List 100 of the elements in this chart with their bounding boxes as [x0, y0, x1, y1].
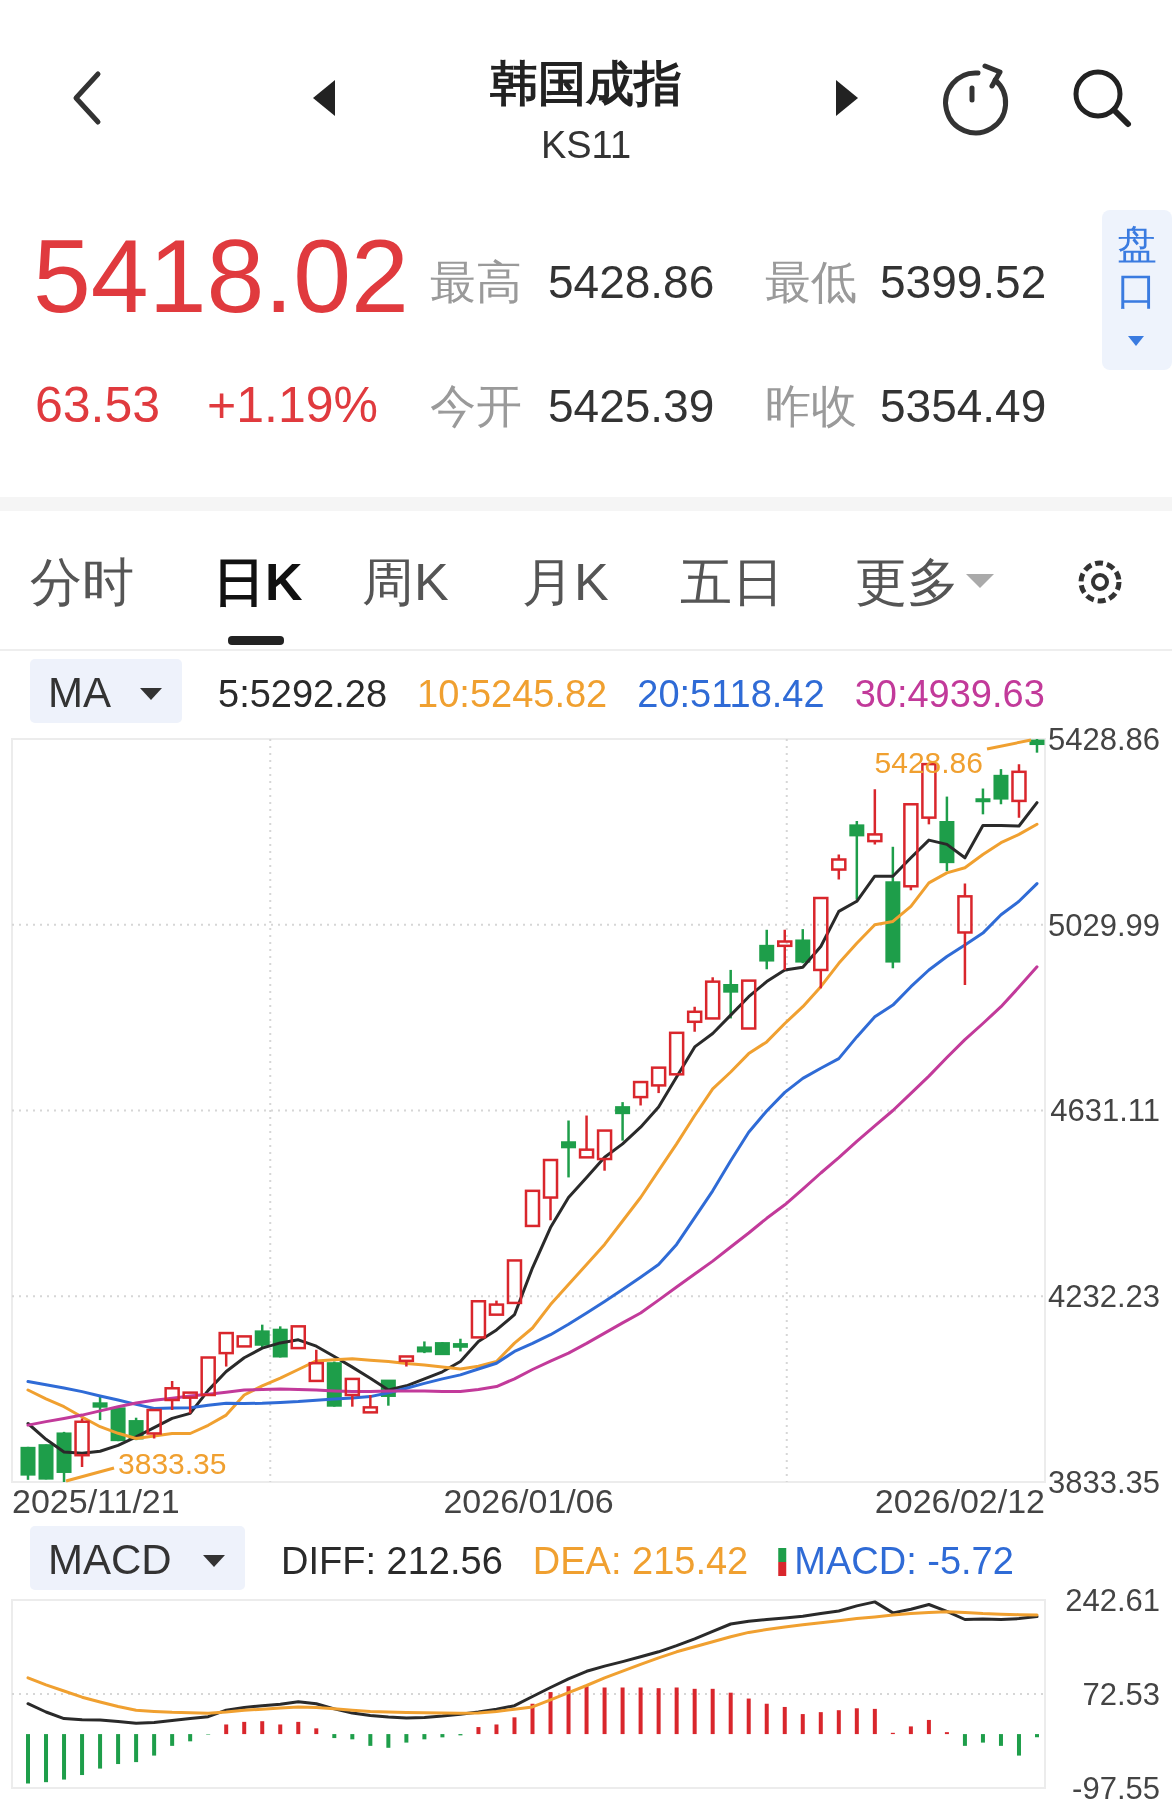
text: 五日: [680, 553, 784, 611]
text: 最低: [765, 256, 857, 308]
text: 2026/02/12: [874, 1482, 1045, 1520]
candlestick: [650, 1066, 667, 1095]
legend-label: MACD: -5.72: [794, 1540, 1014, 1582]
text: 63.53: [35, 377, 161, 433]
bar: [260, 1721, 265, 1735]
line-series: [26, 965, 1039, 1427]
bar: [224, 1724, 229, 1735]
text: KS11: [540, 124, 632, 166]
text: 5418.02: [33, 218, 409, 334]
candlestick: [398, 1355, 415, 1368]
candlestick: [92, 1395, 108, 1422]
candlestick: [795, 927, 811, 965]
text: 2025/11/21: [12, 1482, 180, 1520]
bar: [692, 1688, 697, 1735]
bar: [296, 1721, 301, 1735]
legend-title: MA: [48, 669, 111, 716]
candlestick: [686, 1005, 703, 1034]
bar: [926, 1719, 931, 1735]
bar: [44, 1734, 49, 1783]
y-tick-label: 242.61: [1065, 1583, 1160, 1618]
candlestick: [236, 1335, 252, 1348]
text: 盘口: [1117, 222, 1157, 312]
bar: [368, 1734, 373, 1746]
bar: [440, 1734, 445, 1738]
bar: [278, 1724, 283, 1735]
candlestick: [506, 1259, 523, 1305]
bar: [980, 1734, 985, 1743]
bar: [854, 1708, 859, 1735]
bar: [494, 1724, 499, 1735]
candlestick: [849, 819, 865, 901]
bar: [710, 1688, 715, 1735]
bar: [170, 1734, 175, 1746]
bar: [116, 1734, 121, 1765]
text: 5399.52: [880, 256, 1047, 308]
candlestick: [723, 968, 739, 1020]
bar: [80, 1734, 85, 1776]
candlestick: [561, 1119, 577, 1179]
candlestick: [975, 787, 991, 816]
bar: [782, 1706, 787, 1735]
bar: [512, 1717, 517, 1735]
y-tick-label: 5029.99: [1047, 907, 1160, 943]
candlestick: [344, 1377, 361, 1408]
bar: [836, 1710, 841, 1735]
bar: [674, 1687, 679, 1735]
bar: [764, 1703, 769, 1735]
candlestick: [200, 1356, 216, 1397]
text: 最高: [430, 256, 522, 308]
bar: [908, 1726, 913, 1735]
bar: [548, 1692, 553, 1735]
candlestick: [759, 928, 775, 971]
text: 月K: [522, 553, 609, 611]
candlestick: [578, 1114, 595, 1159]
text: 周K: [362, 553, 449, 611]
candlestick: [254, 1323, 270, 1350]
text: 2026/01/06: [443, 1482, 614, 1520]
bar: [962, 1734, 967, 1746]
bar: [656, 1688, 661, 1735]
y-tick-label: -97.55: [1072, 1771, 1160, 1804]
bar: [26, 1734, 30, 1784]
text: 日K: [213, 553, 303, 611]
candlestick: [957, 882, 973, 987]
bar: [62, 1734, 67, 1780]
y-tick-label: 3833.35: [1047, 1465, 1160, 1500]
candlestick: [632, 1080, 649, 1107]
bar: [818, 1712, 823, 1735]
bar: [746, 1698, 751, 1735]
bar: [1035, 1734, 1039, 1738]
text: 5428.86: [548, 256, 715, 308]
text: 今开: [430, 380, 522, 432]
bar: [422, 1734, 427, 1740]
text: 5354.49: [880, 380, 1047, 432]
bar: [188, 1734, 193, 1742]
candlestick: [813, 896, 829, 990]
y-tick-label: 4631.11: [1050, 1093, 1160, 1129]
bar: [602, 1687, 607, 1735]
y-tick-label: 72.53: [1082, 1677, 1160, 1712]
bar: [566, 1686, 571, 1735]
text: 20:5118.42: [637, 673, 825, 715]
text: 5425.39: [548, 380, 715, 432]
legend-title: MACD: [48, 1536, 172, 1583]
line-series: [26, 1600, 1039, 1725]
candlestick: [542, 1158, 559, 1222]
bar: [872, 1708, 877, 1735]
candlestick: [668, 1031, 685, 1076]
legend-label: DIFF: 212.56: [281, 1540, 503, 1582]
y-tick-label: 5428.86: [1047, 722, 1160, 757]
bar: [800, 1714, 805, 1735]
candlestick: [524, 1189, 541, 1228]
bar: [638, 1687, 643, 1735]
text: 韩国成指: [489, 57, 682, 110]
candlestick: [1011, 762, 1027, 819]
bar: [620, 1687, 625, 1735]
text: 10:5245.82: [417, 673, 608, 715]
bar: [476, 1727, 481, 1735]
bar: [242, 1721, 247, 1735]
candlestick: [740, 979, 757, 1030]
bar: [728, 1692, 733, 1735]
annotation: 3833.35: [118, 1447, 227, 1480]
